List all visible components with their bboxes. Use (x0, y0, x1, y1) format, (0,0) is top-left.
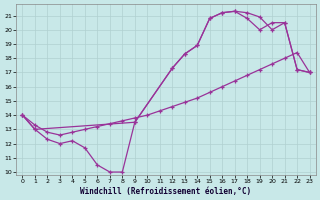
X-axis label: Windchill (Refroidissement éolien,°C): Windchill (Refroidissement éolien,°C) (80, 187, 252, 196)
